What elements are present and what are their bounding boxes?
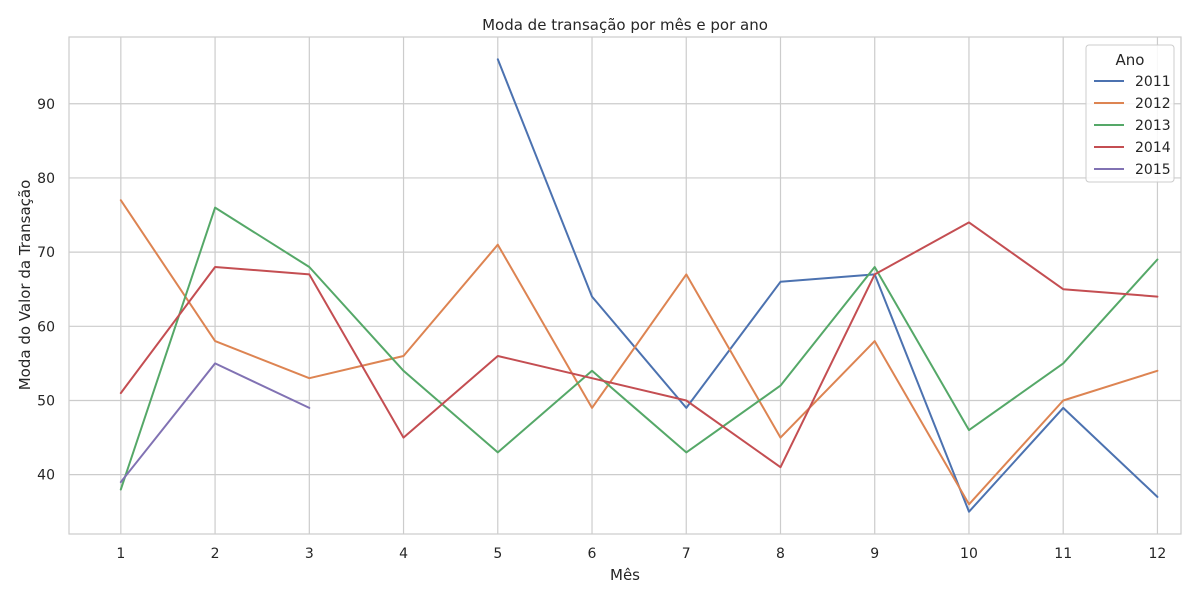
x-tick-label: 9 (870, 546, 879, 562)
legend-label-2013: 2013 (1135, 118, 1171, 134)
series-line-2011 (496, 58, 1159, 513)
y-tick-label: 40 (37, 468, 55, 484)
x-tick-label: 4 (399, 546, 408, 562)
y-tick-label: 90 (37, 97, 55, 113)
x-tick-label: 7 (682, 546, 691, 562)
x-tick-label: 11 (1054, 546, 1072, 562)
x-tick-label: 3 (305, 546, 314, 562)
x-tick-label: 6 (588, 546, 597, 562)
legend-label-2012: 2012 (1135, 96, 1171, 112)
y-tick-label: 80 (37, 171, 55, 187)
y-axis-title: Moda do Valor da Transação (16, 180, 34, 391)
x-tick-label: 8 (776, 546, 785, 562)
x-tick-label: 1 (116, 546, 125, 562)
legend-label-2015: 2015 (1135, 162, 1171, 178)
x-tick-label: 10 (960, 546, 978, 562)
series-line-2013 (119, 206, 1159, 491)
series-line-2012 (119, 199, 1159, 506)
y-tick-label: 50 (37, 393, 55, 409)
y-tick-label: 70 (37, 245, 55, 261)
chart-title: Moda de transação por mês e por ano (482, 16, 768, 34)
legend-label-2011: 2011 (1135, 74, 1171, 90)
y-tick-label: 60 (37, 319, 55, 335)
x-tick-label: 2 (211, 546, 220, 562)
x-axis-title: Mês (610, 566, 640, 584)
legend-label-2014: 2014 (1135, 140, 1171, 156)
grid-lines (68, 36, 1182, 535)
legend-title: Ano (1116, 51, 1145, 69)
legend: Ano 2011 2012 2013 2014 2015 (1085, 44, 1175, 183)
series-lines (119, 58, 1159, 513)
plot-frame (68, 36, 1182, 535)
series-line-2014 (119, 221, 1159, 469)
x-tick-label: 5 (493, 546, 502, 562)
legend-items: 2011 2012 2013 2014 2015 (1094, 74, 1171, 178)
x-tick-label: 12 (1149, 546, 1167, 562)
series-line-2015 (119, 362, 311, 484)
